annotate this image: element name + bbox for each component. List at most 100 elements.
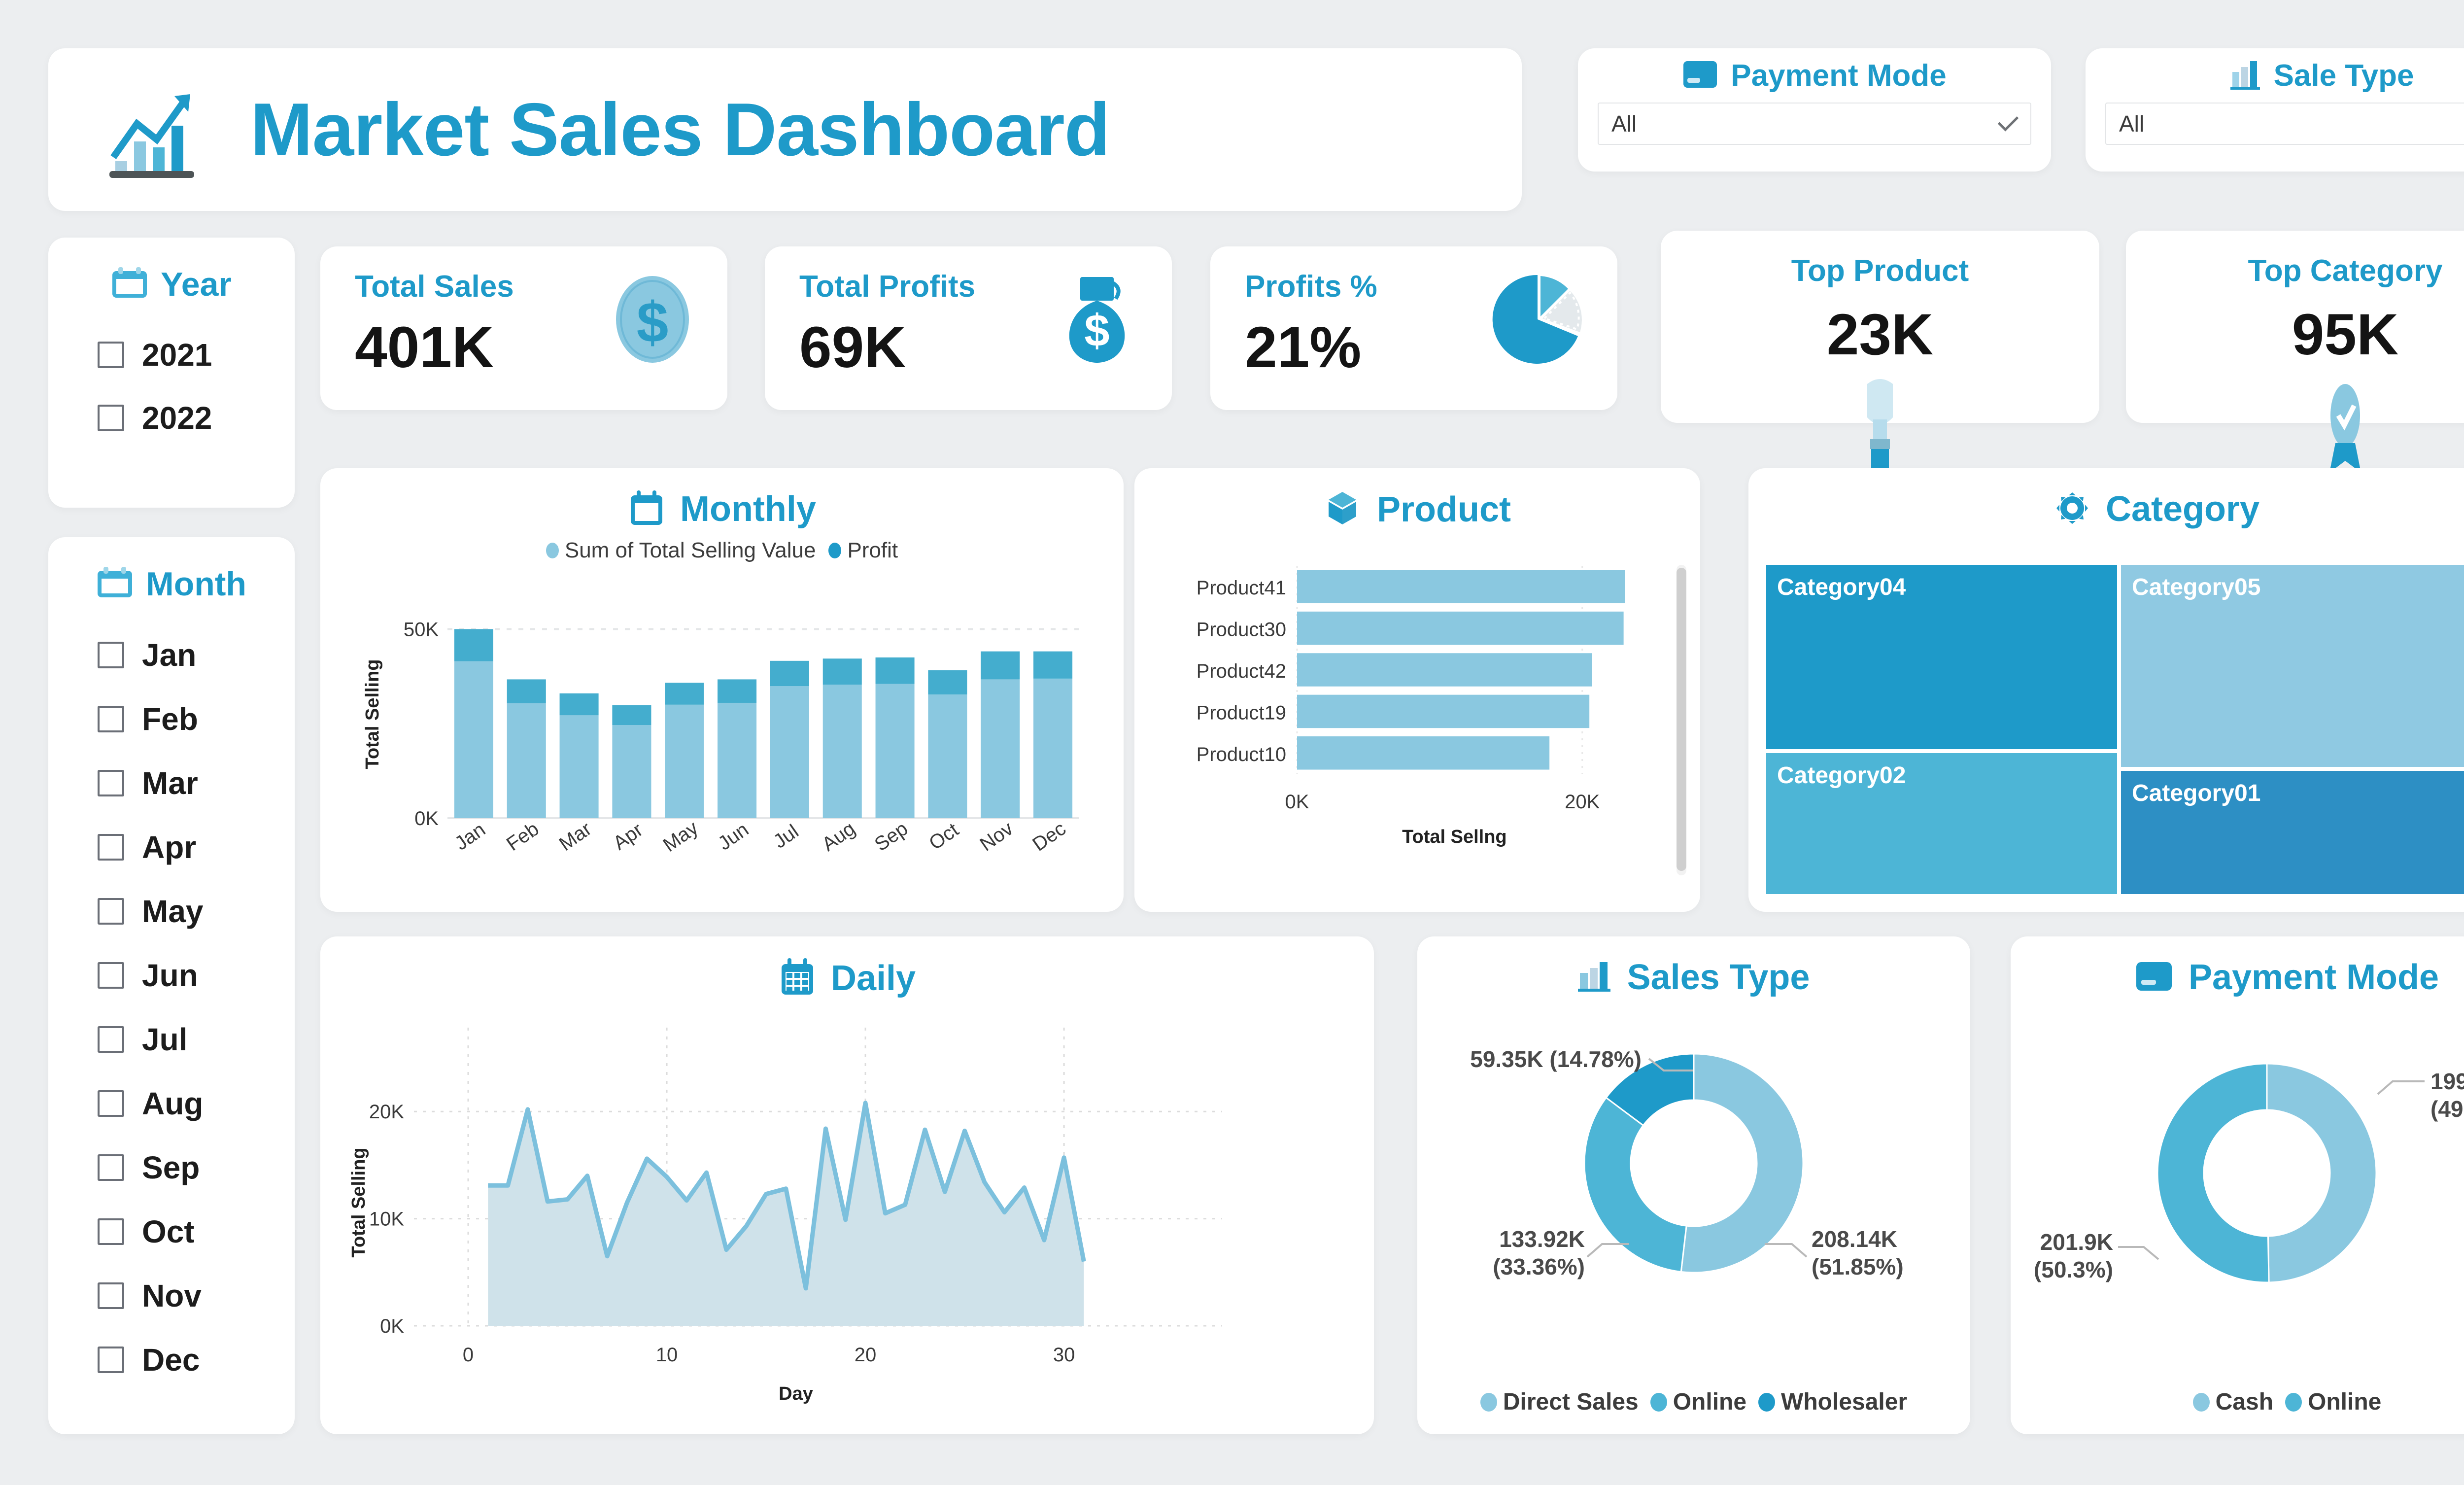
treemap-cell-category05[interactable]: Category05 — [2121, 565, 2464, 767]
payment-mode-slicer-label: Payment Mode — [1731, 58, 1947, 93]
monthly-chart-title: Monthly — [680, 489, 816, 529]
checkbox-2021[interactable] — [98, 342, 124, 368]
svg-text:30: 30 — [1053, 1344, 1075, 1366]
product-chart-scrollbar[interactable] — [1677, 565, 1686, 875]
product-chart-card: Product Product41 Product30 Product42 Produ… — [1134, 468, 1700, 912]
month-filter-item-may[interactable]: May — [98, 879, 295, 943]
svg-text:Product41: Product41 — [1197, 577, 1286, 599]
checkbox-2022[interactable] — [98, 405, 124, 431]
checkbox-jan[interactable] — [98, 642, 124, 668]
payment-mode-value: All — [1611, 111, 1637, 137]
daily-chart-title: Daily — [830, 958, 916, 998]
treemap-cell-category04[interactable]: Category04 — [1766, 565, 2117, 749]
month-label-nov: Nov — [142, 1278, 202, 1313]
month-filter-item-nov[interactable]: Nov — [98, 1264, 295, 1328]
top-product-value: 23K — [1826, 302, 1934, 367]
year-filter-item-2021[interactable]: 2021 — [98, 323, 295, 386]
sale-type-slicer[interactable]: Sale Type All — [2086, 48, 2464, 172]
legend-item-cash[interactable]: Cash — [2192, 1388, 2274, 1416]
month-label-may: May — [142, 894, 204, 929]
product-chart-scrollbar-thumb[interactable] — [1677, 568, 1686, 871]
year-filter-item-2022[interactable]: 2022 — [98, 386, 295, 449]
trophy-icon — [1850, 376, 1910, 477]
svg-text:0: 0 — [463, 1344, 474, 1366]
checkbox-feb[interactable] — [98, 706, 124, 732]
month-filter-item-dec[interactable]: Dec — [98, 1328, 295, 1392]
treemap-label-category04: Category04 — [1777, 574, 1906, 600]
chevron-down-icon[interactable] — [1997, 110, 2019, 132]
svg-text:May: May — [659, 817, 702, 856]
legend-label-cash: Cash — [2215, 1389, 2274, 1415]
kpi-card-top-product: Top Product 23K — [1661, 231, 2099, 473]
legend-item-online[interactable]: Online — [1650, 1388, 1746, 1416]
payment-mode-chart-title: Payment Mode — [2188, 958, 2439, 997]
legend-label-direct-sales: Direct Sales — [1503, 1389, 1639, 1415]
month-filter-item-jan[interactable]: Jan — [98, 623, 295, 687]
month-filter-list: Jan Feb Mar Apr May Jun — [48, 618, 295, 1392]
sale-type-value: All — [2119, 111, 2145, 137]
checkbox-jun[interactable] — [98, 962, 124, 989]
svg-text:10: 10 — [656, 1344, 678, 1366]
sale-type-dropdown[interactable]: All — [2105, 103, 2464, 145]
legend-dot-profit — [828, 543, 842, 558]
kpi-label-total-profits: Total Profits — [799, 270, 976, 304]
svg-text:208.14K: 208.14K — [1812, 1226, 1897, 1252]
legend-item-online-pay[interactable]: Online — [2285, 1388, 2381, 1416]
daily-chart-plot: 0K 10K 20K 0 10 20 30 Total Selling Day — [348, 1028, 1222, 1404]
month-filter-item-jul[interactable]: Jul — [98, 1007, 295, 1071]
checkbox-nov[interactable] — [98, 1282, 124, 1309]
payment-mode-legend: Cash Online — [2011, 1388, 2464, 1416]
month-filter-item-oct[interactable]: Oct — [98, 1200, 295, 1264]
checkbox-jul[interactable] — [98, 1026, 124, 1053]
monthly-chart-plot: 50K 0K Total Selling Jan Feb Mar Apr May Jun Jul A… — [362, 619, 1079, 856]
treemap-cell-category01[interactable]: Category01 — [2121, 771, 2464, 894]
checkbox-dec[interactable] — [98, 1347, 124, 1373]
svg-text:50K: 50K — [404, 619, 439, 640]
month-label-feb: Feb — [142, 701, 198, 737]
money-bag-icon: $ — [1051, 273, 1144, 369]
kpi-value-total-profits: 69K — [799, 315, 906, 380]
month-filter-item-mar[interactable]: Mar — [98, 751, 295, 815]
legend-dot-online — [1650, 1392, 1667, 1412]
bar-chart-icon — [2230, 59, 2261, 92]
checkbox-apr[interactable] — [98, 834, 124, 861]
checkbox-sep[interactable] — [98, 1154, 124, 1181]
svg-text:Feb: Feb — [503, 818, 543, 856]
month-filter-item-sep[interactable]: Sep — [98, 1136, 295, 1200]
month-filter-item-feb[interactable]: Feb — [98, 687, 295, 751]
checkbox-aug[interactable] — [98, 1090, 124, 1117]
legend-item-sum-total-selling-value[interactable]: Sum of Total Selling Value — [546, 538, 816, 563]
month-filter-card: Month Jan Feb Mar Apr May — [48, 537, 295, 1434]
top-category-label: Top Category — [2248, 254, 2443, 288]
legend-dot-direct-sales — [1480, 1392, 1497, 1412]
svg-text:Jul: Jul — [769, 821, 802, 853]
treemap-cell-category02[interactable]: Category02 — [1766, 753, 2117, 894]
svg-text:Dec: Dec — [1028, 818, 1070, 856]
year-filter-list: 2021 2022 — [48, 318, 295, 449]
payment-mode-slicer[interactable]: Payment Mode All — [1578, 48, 2051, 172]
legend-item-profit[interactable]: Profit — [828, 538, 898, 563]
payment-mode-chart-card: Payment Mode 199.52K(49.7%) 201.9K(50.3%)… — [2011, 936, 2464, 1434]
month-filter-item-jun[interactable]: Jun — [98, 943, 295, 1007]
svg-text:Product42: Product42 — [1197, 660, 1286, 682]
svg-text:Mar: Mar — [555, 818, 596, 856]
checkbox-oct[interactable] — [98, 1218, 124, 1245]
svg-text:20K: 20K — [1565, 791, 1600, 813]
legend-item-wholesaler[interactable]: Wholesaler — [1758, 1388, 1907, 1416]
month-filter-item-apr[interactable]: Apr — [98, 815, 295, 879]
checkbox-may[interactable] — [98, 898, 124, 925]
category-treemap: Category04 Category02 Category05 Categor… — [1766, 565, 2464, 894]
payment-mode-dropdown[interactable]: All — [1598, 103, 2031, 145]
checkbox-mar[interactable] — [98, 770, 124, 796]
svg-text:59.35K (14.78%): 59.35K (14.78%) — [1470, 1046, 1642, 1072]
svg-text:133.92K: 133.92K — [1499, 1226, 1585, 1252]
svg-text:Product10: Product10 — [1197, 744, 1286, 765]
legend-item-direct-sales[interactable]: Direct Sales — [1480, 1388, 1639, 1416]
calendar-grid-icon — [779, 957, 816, 999]
treemap-label-category01: Category01 — [2132, 780, 2261, 806]
bar-chart-icon — [1577, 959, 1612, 996]
month-filter-item-aug[interactable]: Aug — [98, 1071, 295, 1136]
month-label-dec: Dec — [142, 1342, 200, 1378]
calendar-icon — [111, 267, 148, 302]
award-ribbon-icon — [2316, 376, 2375, 477]
